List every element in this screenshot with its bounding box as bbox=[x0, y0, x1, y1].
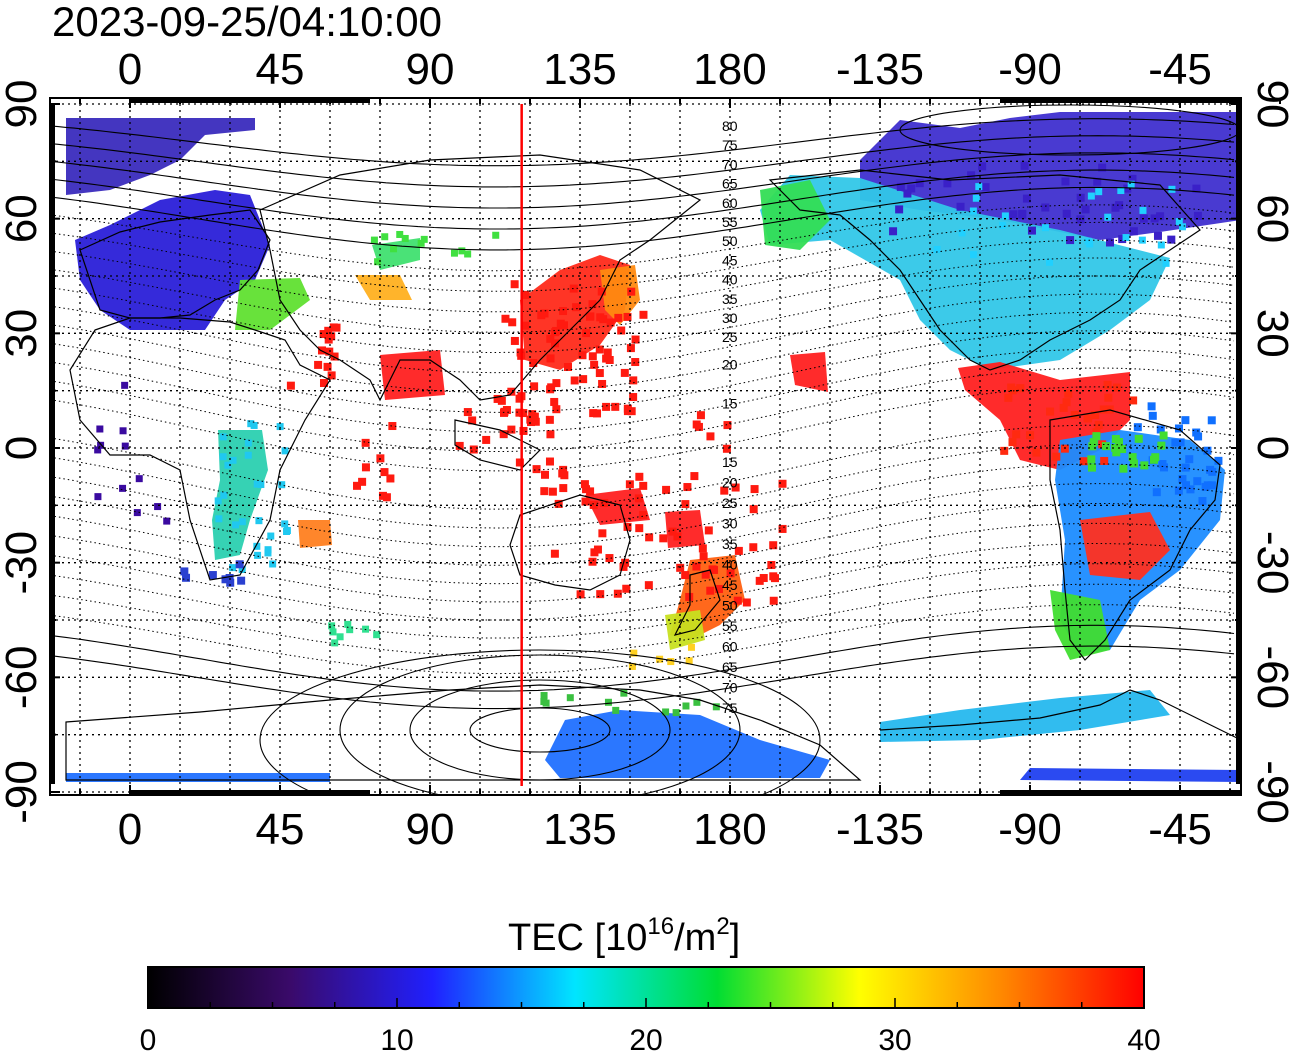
tec-region-north-america bbox=[760, 175, 1170, 370]
left-lat-label: -90 bbox=[0, 760, 46, 824]
right-lat-label: 90 bbox=[1248, 80, 1294, 129]
tec-region-europe bbox=[75, 190, 270, 330]
top-lon-label: -135 bbox=[836, 45, 924, 94]
top-longitude-labels: 0 45 90 135 180 -135 -90 -45 bbox=[118, 45, 1212, 94]
left-lat-label: 0 bbox=[0, 436, 46, 460]
tec-region-antarctica bbox=[880, 690, 1170, 742]
tec-region-antarctica bbox=[545, 710, 830, 778]
tec-region-africa bbox=[235, 278, 310, 330]
bottom-lon-label: 180 bbox=[693, 805, 766, 854]
top-lon-label: -45 bbox=[1148, 45, 1212, 94]
left-lat-label: -30 bbox=[0, 531, 46, 595]
contour-label: 70 bbox=[722, 156, 738, 172]
contour-label: 55 bbox=[722, 214, 738, 230]
contour-label: 20 bbox=[722, 475, 738, 491]
left-lat-label: 30 bbox=[0, 309, 46, 358]
right-lat-label: -30 bbox=[1248, 531, 1294, 595]
bottom-lon-label: 45 bbox=[256, 805, 305, 854]
map-title: 2023-09-25/04:10:00 bbox=[52, 0, 442, 45]
contour-labels: 80 75 70 65 60 55 50 45 40 35 30 25 20 15 15 20 25 30 35 40… bbox=[722, 118, 738, 716]
left-lat-label: -60 bbox=[0, 646, 46, 710]
tec-region-africa bbox=[298, 520, 332, 548]
contour-label: 60 bbox=[722, 195, 738, 211]
right-lat-label: -60 bbox=[1248, 646, 1294, 710]
colorbar-label: 0 bbox=[140, 1024, 157, 1057]
contour-label: 40 bbox=[722, 557, 738, 573]
axis-tick-marks bbox=[50, 98, 1281, 795]
colorbar-ticks bbox=[147, 998, 1145, 1008]
right-lat-label: -90 bbox=[1248, 760, 1294, 824]
contour-label: 25 bbox=[722, 329, 738, 345]
left-lat-label: 90 bbox=[0, 80, 46, 129]
top-lon-label: -90 bbox=[998, 45, 1062, 94]
right-lat-label: 60 bbox=[1248, 194, 1294, 243]
contour-label: 80 bbox=[722, 118, 738, 134]
left-latitude-labels: 90 60 30 0 -30 -60 -90 bbox=[0, 80, 46, 824]
tec-region-south-america bbox=[1080, 512, 1170, 580]
right-latitude-labels: 90 60 30 0 -30 -60 -90 bbox=[1248, 80, 1294, 824]
colorbar-label: 30 bbox=[878, 1024, 911, 1057]
contour-label: 50 bbox=[722, 598, 738, 614]
contour-label: 15 bbox=[722, 454, 738, 470]
contour-label: 40 bbox=[722, 272, 738, 288]
contour-label: 45 bbox=[722, 577, 738, 593]
top-lon-label: 90 bbox=[406, 45, 455, 94]
top-lon-label: 0 bbox=[118, 45, 142, 94]
colorbar-labels: 0 10 20 30 40 bbox=[140, 1024, 1161, 1057]
contour-label: 65 bbox=[722, 659, 738, 675]
bottom-lon-label: 135 bbox=[543, 805, 616, 854]
bottom-lon-label: 0 bbox=[118, 805, 142, 854]
top-lon-label: 135 bbox=[543, 45, 616, 94]
contour-label: 50 bbox=[722, 233, 738, 249]
bottom-lon-label: -90 bbox=[998, 805, 1062, 854]
right-lat-label: 30 bbox=[1248, 309, 1294, 358]
top-lon-label: 45 bbox=[256, 45, 305, 94]
contour-label: 70 bbox=[722, 680, 738, 696]
contour-label: 30 bbox=[722, 516, 738, 532]
map-panel: 80 75 70 65 60 55 50 45 40 35 30 25 20 15 15 20 25 30 35 40… bbox=[49, 97, 1281, 796]
colorbar: TEC [1016/m2] 0 10 20 30 40 bbox=[140, 913, 1161, 1057]
contour-label: 20 bbox=[722, 356, 738, 372]
contour-label: 75 bbox=[722, 700, 738, 716]
colorbar-label: 10 bbox=[380, 1024, 413, 1057]
top-lon-label: 180 bbox=[693, 45, 766, 94]
contour-label: 35 bbox=[722, 536, 738, 552]
contour-label: 30 bbox=[722, 310, 738, 326]
magnetic-contours bbox=[50, 104, 1241, 795]
tec-region-africa bbox=[790, 352, 828, 392]
contour-label: 35 bbox=[722, 291, 738, 307]
bottom-lon-label: -45 bbox=[1148, 805, 1212, 854]
contour-label: 60 bbox=[722, 639, 738, 655]
contour-label: 15 bbox=[722, 396, 738, 412]
colorbar-label: 20 bbox=[629, 1024, 662, 1057]
bottom-lon-label: -135 bbox=[836, 805, 924, 854]
contour-label: 45 bbox=[722, 252, 738, 268]
contour-label: 25 bbox=[722, 495, 738, 511]
contour-label: 65 bbox=[722, 176, 738, 192]
colorbar-label: 40 bbox=[1127, 1024, 1160, 1057]
tec-region-africa bbox=[585, 488, 650, 525]
contour-label: 75 bbox=[722, 137, 738, 153]
coastlines bbox=[65, 154, 1241, 781]
tec-region-africa bbox=[372, 238, 420, 270]
colorbar-title: TEC [1016/m2] bbox=[508, 913, 740, 959]
tec-region-africa bbox=[380, 350, 445, 400]
bottom-longitude-labels: 0 45 90 135 180 -135 -90 -45 bbox=[118, 805, 1212, 854]
tec-region-africa bbox=[355, 275, 412, 300]
left-lat-label: 60 bbox=[0, 194, 46, 243]
tec-data-layer bbox=[66, 112, 1241, 782]
tec-region-antarctica bbox=[1020, 768, 1241, 782]
contour-label: 55 bbox=[722, 618, 738, 634]
right-lat-label: 0 bbox=[1248, 436, 1294, 460]
lat-lon-grid bbox=[50, 98, 1241, 795]
bottom-lon-label: 90 bbox=[406, 805, 455, 854]
